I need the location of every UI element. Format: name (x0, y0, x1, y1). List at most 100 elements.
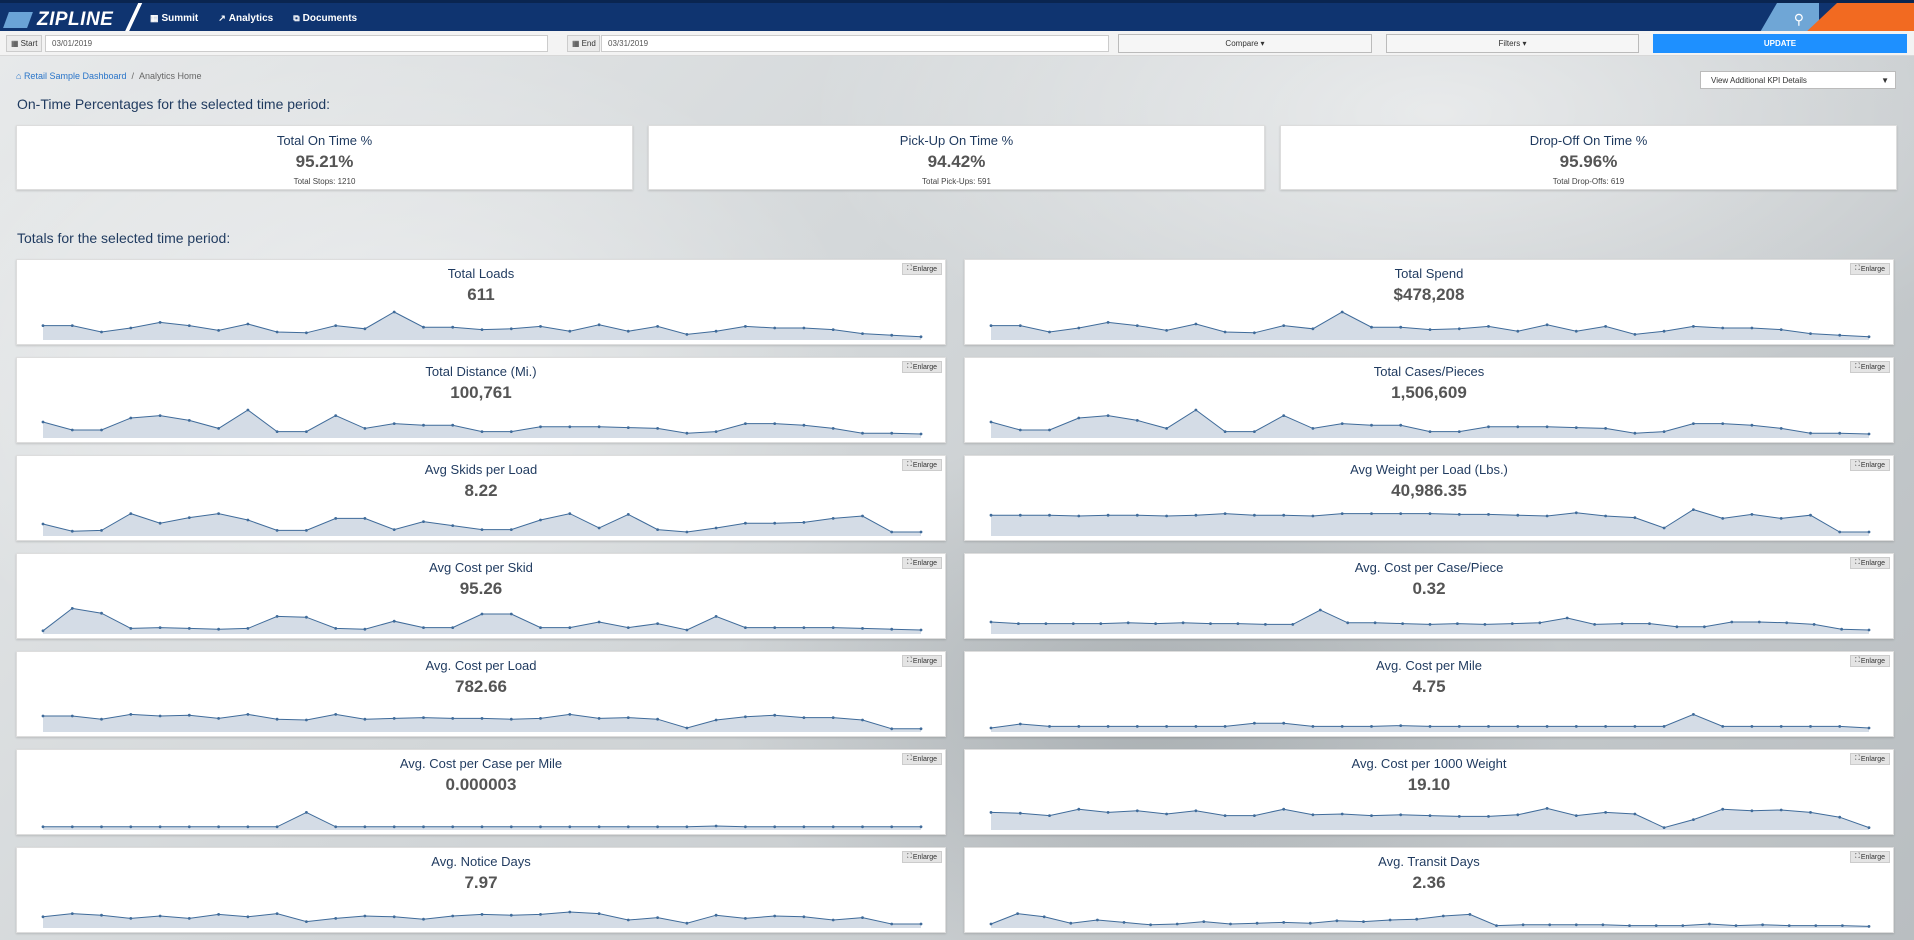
sparkline-point (100, 913, 103, 917)
enlarge-button[interactable]: ⛶ Enlarge (901, 557, 942, 569)
sparkline-point (1648, 622, 1651, 625)
filters-dropdown[interactable]: Filters ▾ (1386, 34, 1639, 53)
nav-documents[interactable]: ⧉ Documents (293, 13, 357, 24)
sparkline-point (480, 328, 484, 331)
sparkline-point (1106, 321, 1110, 324)
metric-chart-card: ⛶ Enlarge Avg. Cost per Mile 4.75 (964, 651, 1894, 737)
enlarge-button[interactable]: ⛶ Enlarge (1849, 361, 1890, 373)
sparkline-point (451, 524, 455, 527)
sparkline-point (1538, 621, 1542, 625)
sparkline-point (1750, 423, 1754, 427)
compare-dropdown[interactable]: Compare ▾ (1118, 34, 1372, 53)
sparkline-point (1840, 627, 1843, 631)
enlarge-button[interactable]: ⛶ Enlarge (1849, 851, 1890, 863)
nav-analytics[interactable]: ↗ Analytics (218, 13, 273, 24)
sparkline-point (1165, 725, 1168, 728)
sparkline-point (568, 425, 572, 429)
sparkline-point (656, 825, 659, 829)
sparkline-point (919, 727, 923, 731)
sparkline-area (991, 610, 1869, 634)
sparkline-point (539, 913, 542, 916)
sparkline-point (714, 430, 718, 433)
sparkline-point (1311, 514, 1315, 518)
sparkline-point (334, 713, 338, 716)
chart-title: Avg. Cost per Case/Piece (1354, 560, 1504, 575)
expand-icon: ⛶ (906, 265, 912, 272)
sparkline-point (217, 825, 221, 829)
enlarge-button[interactable]: ⛶ Enlarge (901, 263, 942, 275)
sparkline-point (100, 428, 103, 432)
enlarge-button[interactable]: ⛶ Enlarge (1849, 557, 1890, 569)
sparkline-point (422, 825, 425, 829)
chart-value: 0.32 (1412, 579, 1446, 598)
end-date-input[interactable]: 03/31/2019 (601, 35, 1109, 52)
sparkline-point (305, 811, 308, 814)
documents-icon: ⧉ (293, 13, 300, 23)
sparkline-point (1135, 419, 1139, 422)
sparkline-point (773, 825, 777, 829)
nav-summit[interactable]: ▦ Summit (150, 13, 198, 24)
sparkline-point (1362, 920, 1365, 923)
sparkline-point (1809, 513, 1812, 517)
sparkline-point (1721, 517, 1725, 520)
sparkline-point (129, 713, 133, 716)
expand-icon: ⛶ (1854, 363, 1860, 370)
sparkline-chart (989, 508, 1871, 536)
sparkline-point (1077, 514, 1081, 518)
sparkline-point (246, 518, 250, 522)
sparkline-point (831, 328, 835, 331)
sparkline-point (187, 419, 191, 422)
zipline-logo[interactable]: ZIPLINE (3, 9, 113, 31)
search-icon[interactable]: ⚲ (1793, 11, 1804, 27)
sparkline-point (1809, 811, 1812, 814)
sparkline-chart (989, 310, 1871, 340)
enlarge-button[interactable]: ⛶ Enlarge (1849, 655, 1890, 667)
sparkline-point (1340, 310, 1344, 314)
enlarge-button[interactable]: ⛶ Enlarge (901, 459, 942, 471)
enlarge-button[interactable]: ⛶ Enlarge (1849, 459, 1890, 471)
enlarge-button[interactable]: ⛶ Enlarge (901, 361, 942, 373)
sparkline-point (334, 917, 338, 920)
enlarge-button[interactable]: ⛶ Enlarge (1849, 753, 1890, 765)
sparkline-point (773, 713, 777, 717)
sparkline-chart (989, 912, 1871, 928)
sparkline-point (422, 325, 425, 329)
sparkline-point (597, 526, 601, 530)
update-button[interactable]: UPDATE (1653, 34, 1907, 53)
sparkline-point (187, 516, 191, 519)
sparkline-point (1106, 725, 1110, 728)
enlarge-button[interactable]: ⛶ Enlarge (1849, 263, 1890, 275)
sparkline-point (861, 332, 864, 335)
sparkline-point (802, 423, 806, 427)
sparkline-point (1428, 623, 1432, 626)
sparkline-point (656, 916, 659, 919)
enlarge-button[interactable]: ⛶ Enlarge (901, 851, 942, 863)
sparkline-point (1223, 512, 1227, 515)
sparkline-point (1721, 807, 1725, 811)
sparkline-line (43, 811, 921, 828)
kpi-details-select[interactable]: View Additional KPI Details ▼ (1700, 71, 1896, 89)
enlarge-button[interactable]: ⛶ Enlarge (901, 753, 942, 765)
sparkline-point (305, 331, 308, 335)
chart-value: 782.66 (455, 677, 507, 696)
sparkline-point (1750, 725, 1754, 728)
sparkline-point (1373, 621, 1377, 625)
sparkline-point (1692, 422, 1695, 425)
sparkline-point (1154, 622, 1157, 625)
sparkline-point (363, 717, 367, 721)
enlarge-button[interactable]: ⛶ Enlarge (901, 655, 942, 667)
breadcrumb-home[interactable]: ⌂ Retail Sample Dashboard (16, 71, 127, 81)
metric-chart-card: ⛶ Enlarge Avg. Cost per 1000 Weight 19.10 (964, 749, 1894, 835)
sparkline-point (1399, 724, 1403, 727)
sparkline-point (1662, 329, 1666, 333)
sparkline-point (1318, 608, 1322, 612)
sparkline-point (1370, 325, 1373, 329)
sparkline-point (1604, 811, 1607, 814)
sparkline-point (656, 622, 659, 625)
end-date-label: ▦ End (567, 35, 600, 52)
sparkline-point (1401, 622, 1404, 625)
sparkline-point (539, 626, 542, 629)
start-date-input[interactable]: 03/01/2019 (45, 35, 548, 52)
sparkline-point (1495, 924, 1498, 927)
expand-icon: ⛶ (1854, 265, 1860, 272)
